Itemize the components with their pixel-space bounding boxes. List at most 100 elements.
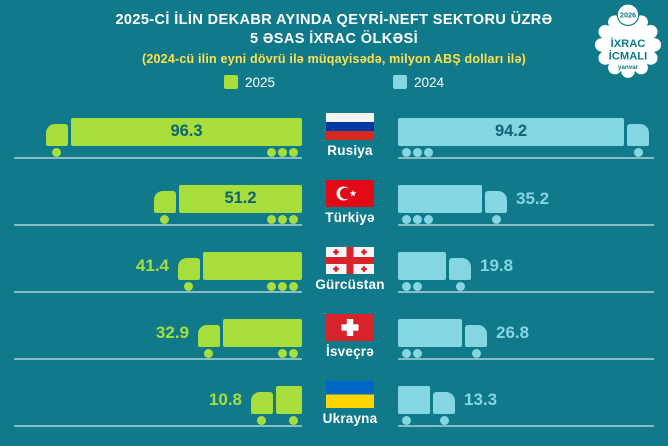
truck-cab [433,391,455,414]
truck-wheel [160,214,169,224]
truck-wheel [204,348,213,358]
bar-2024-zone: 13.3 13.3 [398,362,668,429]
truck-cab [627,123,649,146]
value-label-2025-inside: 96.3 [170,122,203,141]
truck-wheel [634,147,643,157]
truck-wheel [424,214,433,224]
flag-georgia [326,246,374,274]
truck-wheel [278,214,287,224]
truck-wheel [289,415,298,425]
truck-wheel [402,415,411,425]
truck-trailer: 35.2 [398,184,482,213]
truck-wheel [267,147,276,157]
truck-2025: 32.9 [198,318,302,358]
chart-row-turkiye: 51.2 51.2 [0,161,668,228]
truck-cab [46,123,68,146]
country-label: İsveçrə [326,343,374,359]
truck-2025: 51.2 [154,184,302,224]
value-label-2024: 19.8 [480,255,514,275]
ground-line [14,424,302,427]
ground-line [14,357,302,360]
truck-wheel [413,147,422,157]
bar-2024-zone: 35.2 35.2 [398,161,668,228]
bar-2025-zone: 41.4 41.4 [0,228,302,295]
truck-wheel [492,214,501,224]
seal-year: 2026 [620,11,636,20]
truck-trailer: 51.2 [179,184,302,213]
bar-2024-zone: 94.2 94.2 [398,94,668,161]
truck-wheel [402,348,411,358]
truck-2024: 26.8 [398,318,487,358]
truck-wheel [278,147,287,157]
truck-wheel [52,147,61,157]
bar-2025-zone: 10.8 10.8 [0,362,302,429]
seal-title-2: İCMALI [609,49,647,62]
chart-row-isvecre: 32.9 32.9 [0,295,668,362]
country-zone: Gürcüstan [302,228,398,295]
page-header: 2025-Cİ İLİN DEKABR AYINDA QEYRİ-NEFT SE… [0,0,668,66]
truck-wheel [413,214,422,224]
truck-wheel [424,147,433,157]
truck-wheel [456,281,465,291]
flag-ukraine [326,380,374,408]
country-zone: İsveçrə [302,295,398,362]
truck-trailer: 13.3 [398,385,430,414]
seal-title-1: İXRAC [611,37,646,50]
truck-2025: 96.3 [46,117,302,157]
truck-cab [198,324,220,347]
value-label-2024: 13.3 [464,389,498,409]
truck-trailer: 26.8 [398,318,462,347]
flag-turkey [326,179,374,207]
legend: 2025 2024 [0,75,668,90]
value-label-2024: 26.8 [496,322,530,342]
value-label-2025: 41.4 [135,255,169,275]
seal-year-circle [616,3,640,27]
truck-wheel [289,348,298,358]
value-label-2024: 35.2 [516,188,550,208]
ground-line [14,156,302,159]
truck-trailer: 41.4 [203,251,302,280]
truck-wheel [413,348,422,358]
truck-2024: 35.2 [398,184,507,224]
title-line-2: 5 ƏSAS İXRAC ÖLKƏSİ [249,30,419,47]
truck-wheel [184,281,193,291]
ground-line [398,223,654,226]
country-label: Türkiyə [325,209,375,225]
ground-line [398,357,654,360]
legend-item-2024: 2024 [393,75,444,90]
truck-2024: 94.2 [398,117,649,157]
value-label-2025-inside: 51.2 [224,189,257,208]
truck-wheel [440,415,449,425]
truck-wheel [413,281,422,291]
bar-2025-zone: 51.2 51.2 [0,161,302,228]
truck-2025: 10.8 [251,385,302,425]
truck-cab [154,190,176,213]
legend-swatch-2025 [223,75,238,90]
chart-row-rusiya: 96.3 96.3 [0,94,668,161]
truck-trailer: 10.8 [276,385,302,414]
truck-cab [251,391,273,414]
ground-line [398,290,654,293]
truck-wheel [402,147,411,157]
country-zone: Rusiya [302,94,398,161]
truck-wheel [257,415,266,425]
country-label: Gürcüstan [315,276,385,292]
truck-wheel [289,214,298,224]
legend-label-2024: 2024 [414,74,445,90]
legend-label-2025: 2025 [244,74,275,90]
truck-wheel [402,281,411,291]
truck-trailer: 32.9 [223,318,302,347]
value-label-2024-inside: 94.2 [494,122,528,141]
truck-wheel [267,214,276,224]
country-label: Rusiya [327,142,373,158]
chart-rows: 96.3 96.3 [0,94,668,429]
bar-2024-zone: 26.8 26.8 [398,295,668,362]
truck-wheel [472,348,481,358]
truck-wheel [267,281,276,291]
truck-wheel [278,348,287,358]
truck-cab [485,190,507,213]
value-label-2025: 10.8 [208,389,242,409]
legend-item-2025: 2025 [223,74,275,90]
flag-russia [326,112,374,140]
